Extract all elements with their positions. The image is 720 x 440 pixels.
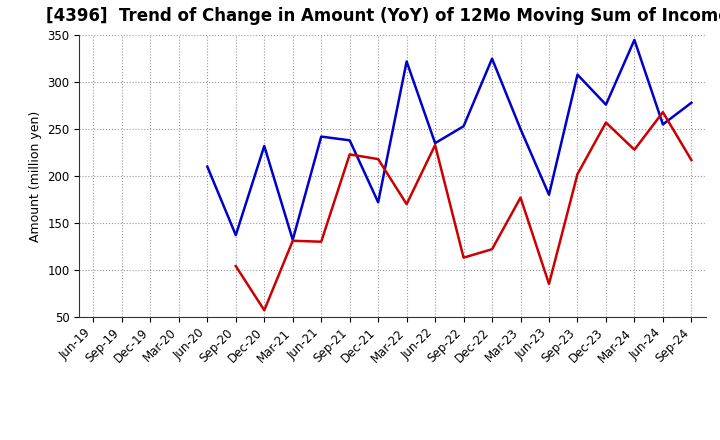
Ordinary Income — [602, 102, 611, 107]
Ordinary Income — [487, 56, 496, 61]
Net Income — [459, 255, 468, 260]
Ordinary Income — [630, 37, 639, 43]
Line: Net Income: Net Income — [236, 112, 691, 310]
Net Income — [630, 147, 639, 152]
Net Income — [232, 264, 240, 269]
Ordinary Income — [346, 138, 354, 143]
Ordinary Income — [203, 164, 212, 169]
Net Income — [602, 120, 611, 125]
Net Income — [545, 281, 554, 286]
Title: [4396]  Trend of Change in Amount (YoY) of 12Mo Moving Sum of Incomes: [4396] Trend of Change in Amount (YoY) o… — [45, 7, 720, 26]
Net Income — [260, 308, 269, 313]
Ordinary Income — [431, 140, 439, 146]
Ordinary Income — [687, 100, 696, 106]
Ordinary Income — [573, 72, 582, 77]
Ordinary Income — [459, 124, 468, 129]
Ordinary Income — [232, 232, 240, 238]
Ordinary Income — [659, 122, 667, 127]
Net Income — [317, 239, 325, 244]
Net Income — [431, 143, 439, 148]
Ordinary Income — [260, 143, 269, 149]
Net Income — [289, 238, 297, 243]
Net Income — [402, 202, 411, 207]
Net Income — [659, 110, 667, 115]
Net Income — [687, 158, 696, 163]
Ordinary Income — [374, 200, 382, 205]
Net Income — [573, 172, 582, 177]
Ordinary Income — [289, 237, 297, 242]
Ordinary Income — [516, 126, 525, 132]
Line: Ordinary Income: Ordinary Income — [207, 40, 691, 240]
Y-axis label: Amount (million yen): Amount (million yen) — [29, 110, 42, 242]
Net Income — [487, 246, 496, 252]
Ordinary Income — [402, 59, 411, 64]
Net Income — [374, 157, 382, 162]
Net Income — [516, 195, 525, 200]
Ordinary Income — [545, 192, 554, 198]
Net Income — [346, 152, 354, 157]
Ordinary Income — [317, 134, 325, 139]
